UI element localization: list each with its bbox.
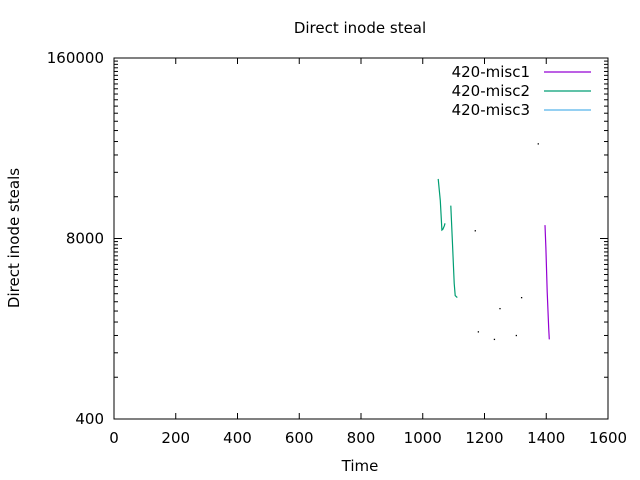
series-point — [515, 334, 518, 337]
series-layer — [437, 143, 550, 341]
series-line — [437, 178, 446, 232]
x-tick-label: 1000 — [404, 429, 442, 447]
y-axis-label: Direct inode steals — [5, 168, 23, 308]
x-tick-label: 800 — [347, 429, 376, 447]
chart-title: Direct inode steal — [294, 19, 426, 37]
x-axis-label: Time — [341, 457, 379, 475]
y-tick-label: 160000 — [47, 49, 104, 67]
series-line — [544, 225, 550, 340]
y-tick-label: 8000 — [66, 230, 104, 248]
y-axis: 400 8000 160000 — [47, 49, 608, 428]
series-420-misc1 — [537, 143, 550, 340]
series-420-misc2 — [437, 178, 523, 341]
legend-label: 420-misc2 — [452, 82, 530, 100]
x-tick-label: 1200 — [465, 429, 503, 447]
series-point — [493, 338, 496, 341]
x-tick-label: 600 — [285, 429, 314, 447]
series-point — [477, 331, 480, 333]
x-tick-label: 1600 — [589, 429, 627, 447]
x-tick-label: 400 — [223, 429, 252, 447]
y-tick-label: 400 — [75, 410, 104, 428]
legend-label: 420-misc3 — [452, 101, 530, 119]
x-tick-label: 0 — [109, 429, 119, 447]
series-point — [499, 307, 501, 310]
x-axis: 0 200 400 600 800 1000 1200 1400 1600 — [109, 58, 627, 447]
series-line — [450, 205, 458, 299]
series-point — [474, 230, 476, 232]
x-tick-label: 200 — [161, 429, 190, 447]
legend-label: 420-misc1 — [452, 63, 530, 81]
series-point — [537, 143, 539, 145]
series-point — [520, 296, 523, 299]
x-tick-label: 1400 — [527, 429, 565, 447]
